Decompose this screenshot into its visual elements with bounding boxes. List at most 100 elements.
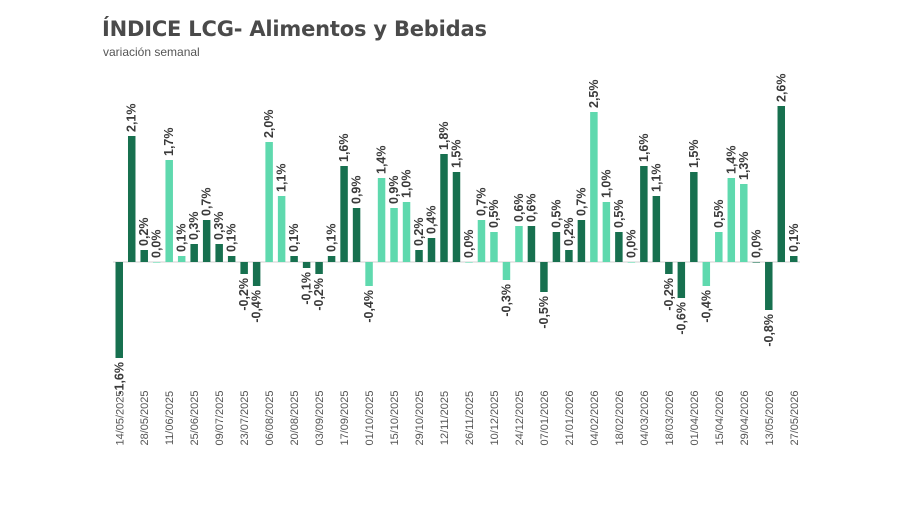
bar xyxy=(665,262,673,274)
bar xyxy=(290,256,298,262)
data-label: 1,3% xyxy=(737,152,751,181)
x-tick-label: 29/10/2025 xyxy=(414,390,426,445)
x-tick-label: 04/02/2026 xyxy=(589,390,601,445)
data-label: 0,4% xyxy=(425,206,439,235)
x-tick-label: 15/10/2025 xyxy=(389,390,401,445)
data-label: 0,0% xyxy=(462,230,476,259)
data-label: 1,8% xyxy=(437,122,451,151)
data-label: 0,1% xyxy=(287,224,301,253)
bar xyxy=(115,262,123,358)
bar xyxy=(690,172,698,262)
x-tick-label: 14/05/2025 xyxy=(114,390,126,445)
data-label: 2,5% xyxy=(587,80,601,109)
data-label: -0,8% xyxy=(762,314,776,347)
bar xyxy=(302,262,311,268)
bar xyxy=(340,166,348,262)
data-label: -0,1% xyxy=(300,272,314,305)
data-label: 0,6% xyxy=(512,194,526,223)
data-label: 2,6% xyxy=(774,74,788,103)
data-label: -0,4% xyxy=(250,290,264,323)
x-tick-label: 04/03/2026 xyxy=(639,390,651,445)
data-label: -0,6% xyxy=(674,302,688,335)
bar xyxy=(777,106,786,262)
bar xyxy=(165,160,173,262)
x-tick-label: 26/11/2025 xyxy=(464,391,476,445)
bar xyxy=(452,172,461,262)
bar xyxy=(740,184,748,262)
x-tick-label: 23/07/2025 xyxy=(239,390,251,445)
x-tick-label: 18/02/2026 xyxy=(614,390,626,445)
data-label: 1,0% xyxy=(599,170,613,199)
x-tick-label: 17/09/2025 xyxy=(339,390,351,445)
bar xyxy=(402,202,411,262)
data-label: 1,5% xyxy=(687,140,701,169)
data-label: 1,4% xyxy=(375,146,389,175)
bar xyxy=(477,220,486,262)
data-label: 2,0% xyxy=(262,110,276,139)
data-label: 1,6% xyxy=(337,134,351,163)
bar xyxy=(390,208,398,262)
data-label: 0,2% xyxy=(562,218,576,247)
data-label: 0,0% xyxy=(150,230,164,259)
data-label: 0,2% xyxy=(412,218,426,247)
data-label: -0,5% xyxy=(537,296,551,329)
bar xyxy=(215,244,223,262)
bar xyxy=(490,232,498,262)
data-label: 1,5% xyxy=(450,140,464,169)
x-tick-label: 24/12/2025 xyxy=(514,390,526,445)
x-tick-label: 13/05/2026 xyxy=(764,390,776,445)
x-tick-label: 09/07/2025 xyxy=(214,390,226,445)
bar xyxy=(652,196,661,262)
x-tick-label: 01/04/2026 xyxy=(689,390,701,445)
data-label: 0,5% xyxy=(712,200,726,229)
chart-title: ÍNDICE LCG- Alimentos y Bebidas xyxy=(102,17,487,41)
data-label: 0,0% xyxy=(624,230,638,259)
data-label: 0,5% xyxy=(612,200,626,229)
bar xyxy=(315,262,323,274)
bar xyxy=(177,256,186,262)
bar xyxy=(602,202,611,262)
data-label: 1,1% xyxy=(649,164,663,193)
data-label: 0,1% xyxy=(787,224,801,253)
x-tick-label: 10/12/2025 xyxy=(489,390,501,445)
data-label: -0,4% xyxy=(362,290,376,323)
data-label: 0,9% xyxy=(387,176,401,205)
x-tick-label: 15/04/2026 xyxy=(714,390,726,445)
bar xyxy=(190,244,198,262)
data-label: 0,7% xyxy=(574,188,588,217)
x-tick-label: 11/06/2025 xyxy=(164,391,176,445)
bar xyxy=(440,154,448,262)
bar xyxy=(240,262,248,274)
data-label: -0,2% xyxy=(237,278,251,311)
x-tick-label: 12/11/2025 xyxy=(439,391,451,445)
bar xyxy=(702,262,711,286)
bar xyxy=(640,166,648,262)
x-tick-label: 07/01/2026 xyxy=(539,390,551,445)
data-label: 1,1% xyxy=(275,164,289,193)
bar xyxy=(752,262,761,263)
bar xyxy=(790,256,798,262)
bar xyxy=(502,262,511,280)
bar xyxy=(152,262,161,263)
x-tick-label: 25/06/2025 xyxy=(189,390,201,445)
bar xyxy=(127,136,136,262)
x-tick-label: 03/09/2025 xyxy=(314,390,326,445)
x-tick-label: 21/01/2026 xyxy=(564,390,576,445)
data-label: 1,6% xyxy=(637,134,651,163)
bar xyxy=(727,178,736,262)
data-label: 1,0% xyxy=(400,170,414,199)
bar xyxy=(277,196,286,262)
x-tick-label: 06/08/2025 xyxy=(264,390,276,445)
x-tick-label: 18/03/2026 xyxy=(664,390,676,445)
data-label: 0,1% xyxy=(225,224,239,253)
x-tick-label: 28/05/2025 xyxy=(139,390,151,445)
data-label: 0,7% xyxy=(474,188,488,216)
bar xyxy=(265,142,273,262)
bar xyxy=(415,250,423,262)
bar xyxy=(252,262,261,286)
bar xyxy=(465,262,473,263)
data-label: 0,0% xyxy=(749,230,763,259)
bar xyxy=(552,232,561,262)
data-label: 1,4% xyxy=(724,146,738,175)
bar xyxy=(627,262,636,263)
